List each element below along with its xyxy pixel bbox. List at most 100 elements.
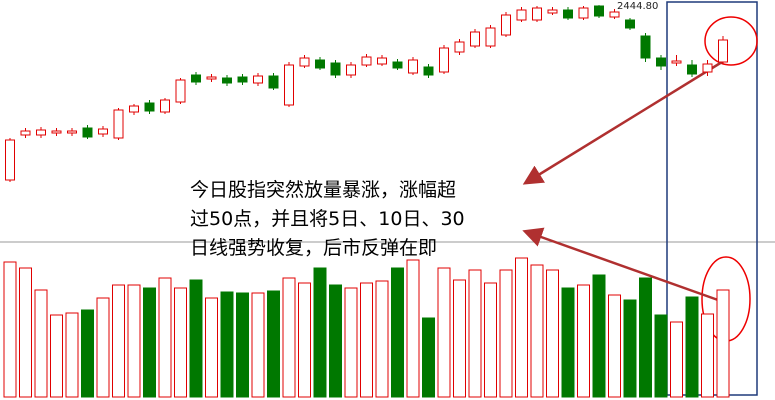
candle-body <box>392 61 403 69</box>
volume-bar <box>453 279 466 398</box>
volume-bar <box>592 274 606 398</box>
volume-bar <box>623 299 637 398</box>
candle-body <box>423 66 434 76</box>
candle-body <box>702 63 713 73</box>
candle-body <box>578 7 589 19</box>
candle-body <box>671 60 682 64</box>
candle-body <box>563 9 573 19</box>
candle-body <box>51 130 62 134</box>
volume-bar <box>127 284 141 398</box>
candle-body <box>485 27 496 47</box>
candle-body <box>299 57 310 67</box>
arrow <box>522 227 719 302</box>
candle-body <box>222 77 232 84</box>
candle-body <box>36 129 46 136</box>
candle-body <box>330 62 341 76</box>
arrow <box>522 60 723 185</box>
candle-body <box>129 105 139 113</box>
candle-body <box>501 14 511 36</box>
volume-bar <box>360 282 373 398</box>
volume-bar <box>561 287 575 398</box>
candle-body <box>439 47 449 73</box>
volume-bar <box>422 317 435 398</box>
candle-body <box>594 5 604 17</box>
candle-body <box>5 139 15 181</box>
candle-body <box>284 64 294 106</box>
volume-bar <box>716 289 730 398</box>
candle-body <box>144 102 155 112</box>
candle-body <box>687 64 697 75</box>
volume-bar <box>468 269 482 398</box>
volume-bar <box>298 282 311 398</box>
highlight-circle <box>704 16 758 66</box>
volume-bar <box>313 267 327 398</box>
candle-body <box>253 75 263 84</box>
candle-body <box>625 19 635 29</box>
candle-body <box>20 130 31 136</box>
candle-body <box>547 9 558 14</box>
candle-body <box>361 56 372 66</box>
volume-bar <box>34 289 48 398</box>
candle-body <box>237 76 248 83</box>
candle-body <box>98 128 108 135</box>
volume-bar <box>670 321 683 398</box>
volume-bar <box>546 269 559 398</box>
candle-body <box>516 9 527 21</box>
candle-body <box>408 59 418 74</box>
volume-bar <box>530 264 544 398</box>
volume-bar <box>236 292 249 398</box>
volume-bar <box>65 312 79 398</box>
candle-body <box>609 11 620 18</box>
max-label: 2444.80 <box>617 1 658 12</box>
volume-bar <box>608 294 621 398</box>
candle-body <box>315 59 325 69</box>
volume-bar <box>267 290 280 398</box>
volume-bar <box>484 282 497 398</box>
volume-bar <box>515 257 528 398</box>
candle-body <box>454 41 465 53</box>
volume-bar <box>344 287 358 398</box>
annotation-line: 日线强势收复，后市反弹在即 <box>190 237 437 259</box>
candle-body <box>160 99 170 113</box>
volume-bar <box>701 313 714 398</box>
candle-body <box>113 109 124 139</box>
volume-bar <box>143 287 156 398</box>
candle-body <box>470 31 480 47</box>
volume-bar <box>81 309 94 398</box>
volume-bar <box>19 267 32 398</box>
annotation-line: 今日股指突然放量暴涨，涨幅超 <box>190 179 456 201</box>
volume-bar <box>174 287 187 398</box>
volume-bar <box>158 277 172 398</box>
candle-body <box>377 57 387 65</box>
volume-bar <box>282 277 296 398</box>
volume-bar <box>189 279 203 398</box>
candle-body <box>640 35 651 59</box>
volume-bar <box>3 261 17 398</box>
volume-bar <box>375 280 389 398</box>
volume-bar <box>499 269 513 398</box>
candle-body <box>191 74 201 83</box>
volume-bar <box>437 267 451 398</box>
volume-bar <box>329 284 342 398</box>
volume-bar <box>205 297 218 398</box>
candle-body <box>532 7 542 21</box>
candle-body <box>656 57 666 67</box>
candle-body <box>175 79 186 103</box>
candle-body <box>206 76 217 80</box>
volume-bar <box>406 259 420 398</box>
annotation-line: 过50点，并且将5日、10日、30 <box>190 208 465 230</box>
candle-body <box>268 75 279 89</box>
volume-bar <box>251 292 265 398</box>
candle-body <box>82 127 93 138</box>
volume-bar <box>685 296 699 398</box>
volume-bar <box>577 284 590 398</box>
volume-bar <box>112 284 125 398</box>
volume-bar <box>220 291 234 398</box>
candle-body <box>67 130 77 134</box>
volume-bar <box>391 267 404 398</box>
candle-body <box>346 64 356 76</box>
volume-bar <box>654 314 668 398</box>
volume-bar <box>639 277 652 398</box>
